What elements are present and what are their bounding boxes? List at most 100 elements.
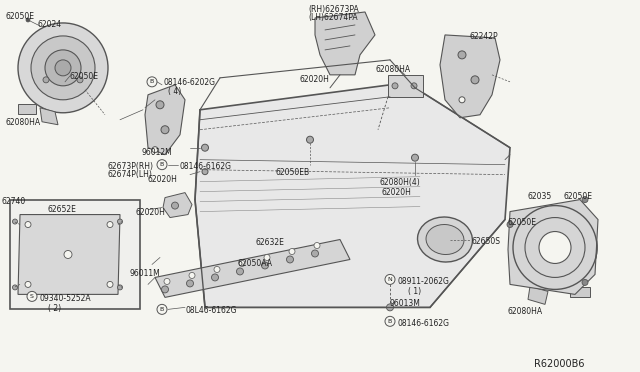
Circle shape — [239, 260, 245, 266]
Text: 62050E: 62050E — [70, 72, 99, 81]
Text: 62020H: 62020H — [300, 75, 330, 84]
Circle shape — [582, 196, 588, 203]
Circle shape — [312, 250, 319, 257]
Circle shape — [172, 202, 179, 209]
Text: B: B — [388, 319, 392, 324]
Circle shape — [107, 282, 113, 288]
Text: 62650S: 62650S — [472, 237, 501, 246]
Text: B: B — [160, 162, 164, 167]
Text: 08146-6202G: 08146-6202G — [163, 78, 215, 87]
Polygon shape — [528, 286, 548, 304]
Circle shape — [214, 266, 220, 272]
Circle shape — [392, 83, 398, 89]
Circle shape — [237, 268, 243, 275]
Text: 62024: 62024 — [38, 20, 62, 29]
Circle shape — [77, 77, 83, 83]
Circle shape — [387, 304, 394, 311]
Circle shape — [18, 23, 108, 113]
Circle shape — [539, 231, 571, 263]
Text: S: S — [30, 294, 34, 299]
Text: 08146-6162G: 08146-6162G — [179, 162, 231, 171]
Text: ( 2): ( 2) — [48, 304, 61, 313]
Circle shape — [548, 241, 562, 254]
Polygon shape — [508, 200, 598, 294]
Text: 62652E: 62652E — [48, 205, 77, 214]
Text: 08911-2062G: 08911-2062G — [398, 278, 450, 286]
Circle shape — [264, 254, 270, 260]
Circle shape — [211, 274, 218, 281]
Text: (RH)62673PA: (RH)62673PA — [308, 5, 359, 14]
Circle shape — [458, 51, 466, 59]
Circle shape — [118, 285, 122, 290]
Text: 62050E: 62050E — [5, 12, 34, 21]
Text: (LH)62674PA: (LH)62674PA — [308, 13, 358, 22]
Circle shape — [13, 285, 17, 290]
Ellipse shape — [426, 225, 464, 254]
Text: 62673P(RH): 62673P(RH) — [108, 162, 154, 171]
Circle shape — [156, 101, 164, 109]
Circle shape — [147, 77, 157, 87]
Polygon shape — [145, 85, 185, 155]
Circle shape — [513, 206, 597, 289]
Circle shape — [157, 160, 167, 170]
Circle shape — [314, 243, 320, 248]
Circle shape — [385, 316, 395, 326]
Text: B: B — [160, 307, 164, 312]
Circle shape — [45, 50, 81, 86]
Polygon shape — [40, 108, 58, 125]
Circle shape — [189, 272, 195, 278]
Text: B: B — [150, 79, 154, 84]
Text: 62050E: 62050E — [508, 218, 537, 227]
Ellipse shape — [417, 217, 472, 262]
Bar — [18, 104, 36, 114]
Bar — [388, 75, 423, 97]
Text: 62080HA: 62080HA — [508, 307, 543, 316]
Text: 62080H(4): 62080H(4) — [380, 178, 420, 187]
Circle shape — [64, 250, 72, 259]
Text: 09340-5252A: 09340-5252A — [40, 294, 92, 304]
Text: 96013M: 96013M — [390, 299, 421, 308]
Polygon shape — [315, 12, 375, 75]
Circle shape — [525, 218, 585, 278]
Text: 96012M: 96012M — [142, 148, 173, 157]
Circle shape — [262, 262, 269, 269]
Text: ( 1): ( 1) — [408, 288, 421, 296]
Text: 62632E: 62632E — [255, 237, 284, 247]
Circle shape — [161, 286, 168, 293]
Text: 08146-6162G: 08146-6162G — [398, 319, 450, 328]
Circle shape — [289, 248, 295, 254]
Text: N: N — [388, 277, 392, 282]
Text: 62035: 62035 — [528, 192, 552, 201]
Circle shape — [157, 304, 167, 314]
Circle shape — [43, 77, 49, 83]
Text: 96011M: 96011M — [130, 269, 161, 279]
Text: 62242P: 62242P — [470, 32, 499, 41]
Bar — [570, 288, 590, 297]
Circle shape — [31, 36, 95, 100]
Circle shape — [287, 256, 294, 263]
Text: 62050E: 62050E — [564, 192, 593, 201]
Circle shape — [202, 169, 208, 174]
Circle shape — [25, 282, 31, 288]
Text: 62050EB: 62050EB — [275, 168, 309, 177]
Text: 62020H: 62020H — [148, 174, 178, 184]
Text: 62080HA: 62080HA — [375, 65, 410, 74]
Text: R62000B6: R62000B6 — [534, 359, 584, 369]
Polygon shape — [195, 85, 510, 307]
Text: 62020H: 62020H — [135, 208, 165, 217]
Polygon shape — [440, 35, 500, 118]
Circle shape — [507, 222, 513, 228]
Circle shape — [164, 278, 170, 285]
Circle shape — [27, 291, 37, 301]
Text: ( 4): ( 4) — [168, 87, 181, 96]
Circle shape — [55, 60, 71, 76]
Text: 62020H: 62020H — [382, 187, 412, 197]
Circle shape — [471, 76, 479, 84]
Circle shape — [13, 219, 17, 224]
Circle shape — [161, 126, 169, 134]
Text: 62080HA: 62080HA — [5, 118, 40, 127]
Circle shape — [539, 231, 571, 263]
Circle shape — [107, 222, 113, 228]
Text: 62740: 62740 — [2, 196, 26, 206]
Circle shape — [459, 97, 465, 103]
